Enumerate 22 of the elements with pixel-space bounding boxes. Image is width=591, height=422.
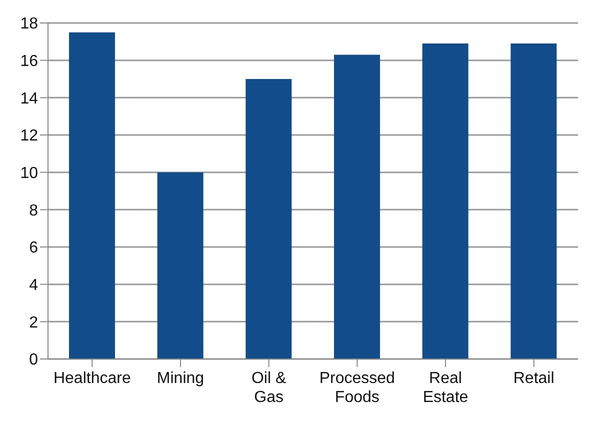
y-tick-label: 0 — [29, 352, 38, 369]
x-tick-label: Oil & Gas — [251, 370, 286, 406]
y-tick-label: 12 — [20, 128, 38, 145]
y-tick-label: 10 — [20, 165, 38, 182]
bar — [246, 79, 292, 359]
y-tick-label: 18 — [20, 16, 38, 33]
bar — [510, 44, 557, 359]
bar — [422, 44, 468, 359]
y-tick-label: 8 — [29, 202, 38, 220]
x-tick-label: Processed Foods — [319, 370, 395, 406]
y-tick-label: 4 — [29, 277, 38, 294]
y-tick-label: 14 — [20, 90, 38, 108]
y-tick-label: 2 — [29, 314, 38, 332]
y-tick-label: 6 — [29, 240, 38, 257]
x-tick-label: Healthcare — [53, 370, 131, 387]
x-tick-label: Retail — [513, 370, 554, 387]
bar — [157, 172, 204, 359]
bar — [334, 54, 380, 359]
y-tick-label: 16 — [20, 53, 38, 70]
x-tick-label: Mining — [156, 370, 204, 387]
x-tick-label: Real Estate — [422, 370, 468, 406]
bar — [69, 32, 115, 359]
